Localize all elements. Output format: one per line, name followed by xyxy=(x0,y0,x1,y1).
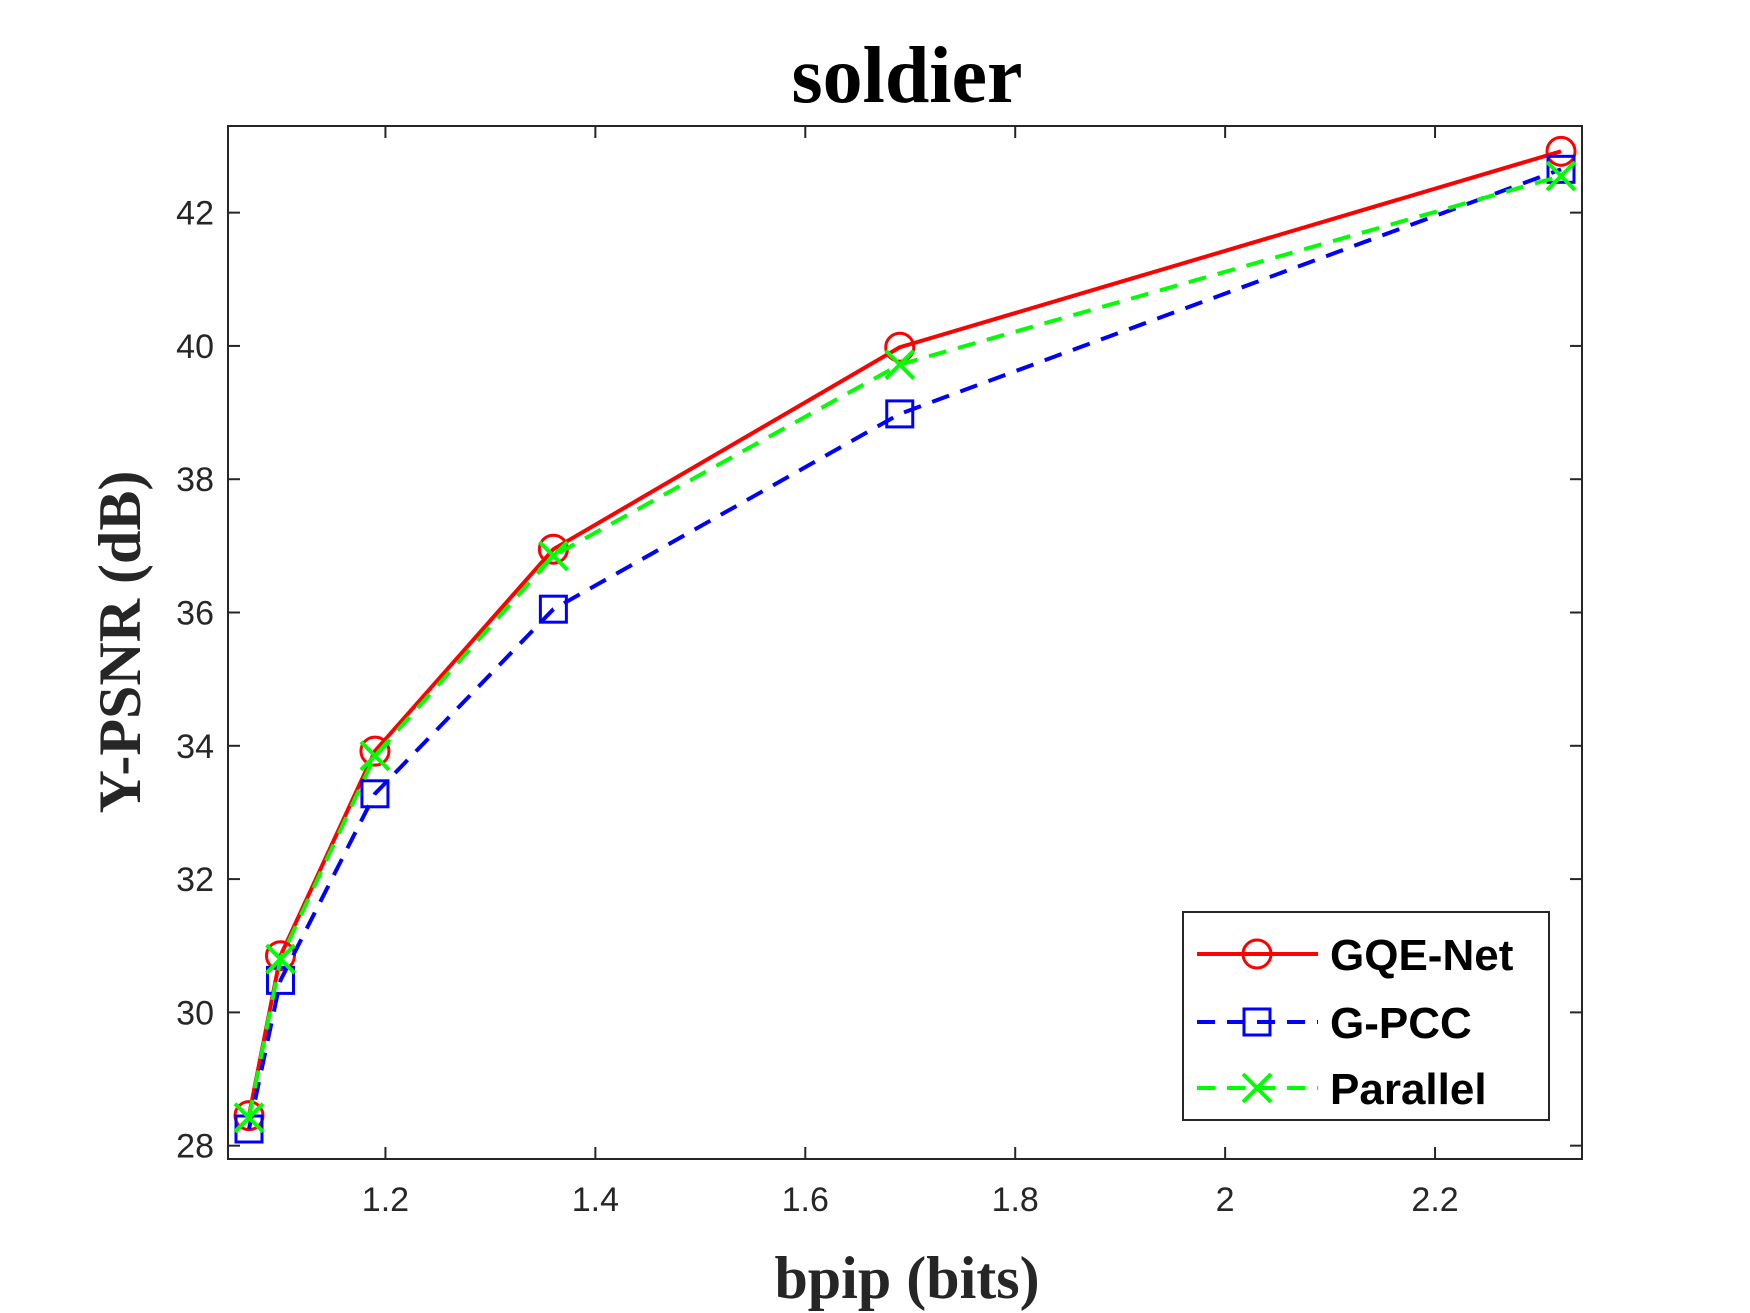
legend: GQE-Net G-PCC Parallel xyxy=(1182,911,1550,1121)
data-point-parallel xyxy=(884,349,916,381)
data-point-parallel-stroke xyxy=(1545,160,1577,192)
data-point-parallel-stroke xyxy=(265,943,296,975)
legend-label-parallel: Parallel xyxy=(1330,1065,1487,1114)
axis-ticks: 1.2 1.4 1.6 1.8 2 2.2 28 30 32 34 36 38 40 42 xyxy=(176,126,1582,1219)
data-point-gqe-net xyxy=(884,331,916,363)
data-point-parallel-stroke xyxy=(233,1102,265,1134)
x-tick-label: 2.2 xyxy=(1411,1181,1458,1219)
legend-marker-parallel-stroke xyxy=(1241,1072,1273,1104)
data-point-parallel xyxy=(1545,160,1577,192)
y-tick-label: 30 xyxy=(176,994,214,1032)
series-parallel xyxy=(233,160,1577,1134)
x-tick-label: 1.6 xyxy=(782,1181,829,1219)
legend-marker-g-pcc xyxy=(1242,1007,1272,1037)
y-tick-label: 38 xyxy=(176,461,214,499)
series-line-g-pcc xyxy=(247,167,1562,1130)
data-point-parallel-stroke xyxy=(359,740,391,772)
y-tick-label: 34 xyxy=(176,728,214,766)
chart-title: soldier xyxy=(791,32,1022,120)
data-point-parallel xyxy=(265,943,296,975)
series-line-parallel xyxy=(247,174,1562,1119)
y-tick-label: 42 xyxy=(176,195,214,233)
series-g-pcc xyxy=(234,154,1576,1144)
legend-marker-parallel xyxy=(1241,1072,1273,1104)
x-tick-label: 1.8 xyxy=(992,1181,1039,1219)
y-tick-label: 36 xyxy=(176,595,214,633)
data-point-parallel-stroke xyxy=(537,540,569,572)
x-tick-label: 1.4 xyxy=(572,1181,619,1219)
data-point-g-pcc xyxy=(885,399,915,429)
data-point-gqe-net xyxy=(1545,135,1577,167)
data-point-parallel xyxy=(233,1102,265,1134)
data-point-parallel xyxy=(359,740,391,772)
legend-label-g-pcc: G-PCC xyxy=(1330,999,1472,1048)
y-tick-label: 32 xyxy=(176,861,214,899)
data-point-parallel xyxy=(537,540,569,572)
data-point-g-pcc xyxy=(1546,154,1576,184)
y-tick-label: 28 xyxy=(176,1128,214,1166)
x-tick-label: 2 xyxy=(1216,1181,1235,1219)
y-tick-label: 40 xyxy=(176,328,214,366)
data-point-parallel-stroke xyxy=(884,349,916,381)
series-layer xyxy=(233,135,1577,1144)
data-point-g-pcc xyxy=(360,779,390,809)
legend-marker-gqe-net xyxy=(1241,938,1273,970)
x-tick-label: 1.2 xyxy=(362,1181,409,1219)
data-point-gqe-net xyxy=(359,735,391,767)
x-axis-label: bpip (bits) xyxy=(774,1245,1039,1311)
legend-label-gqe-net: GQE-Net xyxy=(1330,931,1514,980)
y-axis-label: Y-PSNR (dB) xyxy=(87,471,153,814)
data-point-g-pcc xyxy=(538,594,568,624)
